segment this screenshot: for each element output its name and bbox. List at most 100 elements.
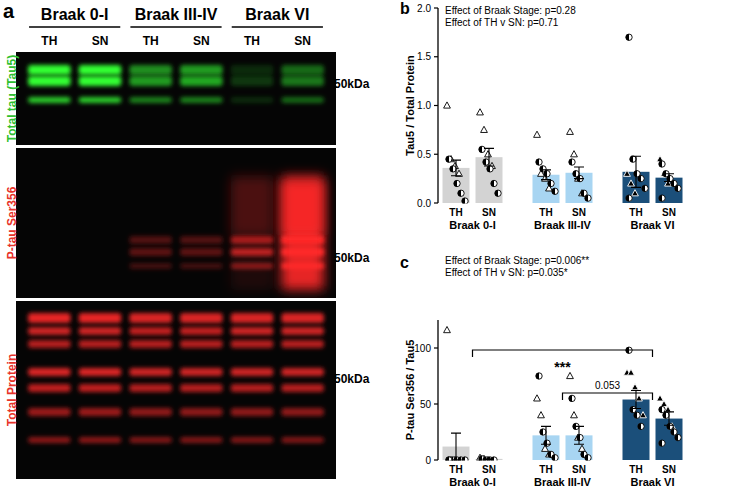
blot-band	[180, 313, 223, 323]
y-tick-label: 0.0	[417, 198, 431, 209]
error-bar	[451, 160, 461, 176]
triangle	[477, 109, 484, 115]
error-bar	[631, 156, 641, 187]
triangle	[628, 180, 635, 186]
circle-half	[630, 156, 633, 162]
circle	[638, 175, 644, 181]
circle	[540, 429, 546, 435]
circle-half	[540, 166, 543, 172]
blot-band	[231, 313, 274, 323]
circle-half	[663, 412, 666, 418]
blot-band	[180, 408, 223, 416]
error-cap	[574, 426, 584, 427]
blot-band	[281, 408, 324, 416]
y-tick	[434, 105, 438, 106]
data-point	[571, 412, 578, 418]
circle-half	[552, 455, 555, 461]
error-line	[488, 148, 489, 166]
data-point	[657, 395, 664, 401]
data-point	[659, 161, 665, 167]
blot-band	[231, 76, 274, 86]
group-label: Braak 0-I	[41, 6, 109, 23]
circle-half	[462, 457, 465, 461]
blot-band	[180, 437, 223, 443]
blot-band	[28, 65, 71, 75]
data-point	[446, 156, 452, 162]
panel-label: b	[400, 0, 410, 17]
blot-band	[28, 408, 71, 416]
x-tick-label: TH	[449, 464, 462, 475]
blot-band	[28, 97, 71, 103]
bracket-label: 0.053	[595, 380, 620, 391]
circle	[495, 190, 501, 196]
blot-band	[281, 175, 324, 235]
triangle	[534, 395, 541, 401]
error-line	[455, 160, 456, 176]
data-point	[577, 434, 583, 440]
error-line	[545, 426, 546, 444]
error-line	[578, 167, 579, 179]
group-underline	[29, 26, 120, 28]
circle	[479, 146, 485, 152]
blot-band	[180, 65, 223, 75]
group-label: Braak VI	[630, 219, 674, 231]
data-point	[552, 455, 558, 461]
blot-band	[231, 97, 274, 103]
error-cap	[541, 169, 551, 170]
circle	[667, 423, 673, 429]
circle-half	[446, 457, 449, 461]
triangle	[485, 151, 492, 157]
blot-band	[79, 76, 122, 86]
data-point	[487, 166, 493, 172]
annotation: Effect of Braak Stage: p=0.006**	[445, 255, 589, 266]
y-tick	[434, 154, 438, 155]
blot-band	[129, 340, 172, 348]
data-point	[454, 180, 460, 186]
axis-title: P-tau Ser356 / Tau5	[404, 340, 416, 441]
circle-half	[446, 457, 449, 461]
triangle	[481, 126, 488, 132]
circle-half	[458, 190, 461, 196]
circle	[659, 440, 665, 446]
circle-half	[548, 180, 551, 186]
circle	[552, 188, 558, 194]
blot-bands	[28, 65, 324, 103]
data-point	[495, 190, 501, 196]
circle	[454, 180, 460, 186]
blot-band	[28, 437, 71, 443]
error-cap	[574, 178, 584, 179]
error-cap	[541, 179, 551, 180]
bar	[656, 419, 683, 460]
data-point	[636, 395, 643, 401]
y-tick	[434, 459, 438, 460]
data-point	[571, 151, 578, 157]
error-bar	[541, 170, 551, 180]
data-point	[477, 109, 484, 115]
blot-bands	[129, 175, 324, 290]
data-point	[675, 434, 681, 440]
circle	[638, 423, 644, 429]
blot-background	[16, 301, 336, 479]
circle-half	[495, 190, 498, 196]
x-tick-label: SN	[572, 464, 586, 475]
data-point	[675, 185, 681, 191]
blot-band	[28, 384, 71, 392]
circle-half	[671, 429, 674, 435]
triangle	[444, 326, 451, 332]
size-marker: 50kDa	[334, 372, 370, 386]
error-cap	[451, 459, 461, 460]
data-point	[462, 457, 468, 461]
circle	[630, 156, 636, 162]
axis-title: Tau5 / Total Protein	[404, 55, 416, 156]
data-point	[538, 412, 545, 418]
blot-band	[180, 384, 223, 392]
triangle	[567, 128, 574, 134]
circle	[548, 180, 554, 186]
blot-band	[129, 368, 172, 376]
circle	[630, 406, 636, 412]
circle	[585, 195, 591, 201]
blot-background	[16, 148, 336, 298]
chart-c: cP-tau Ser356 / Tau5Effect of Braak Stag…	[400, 254, 683, 488]
error-cap	[631, 390, 641, 391]
error-bar	[574, 426, 584, 444]
